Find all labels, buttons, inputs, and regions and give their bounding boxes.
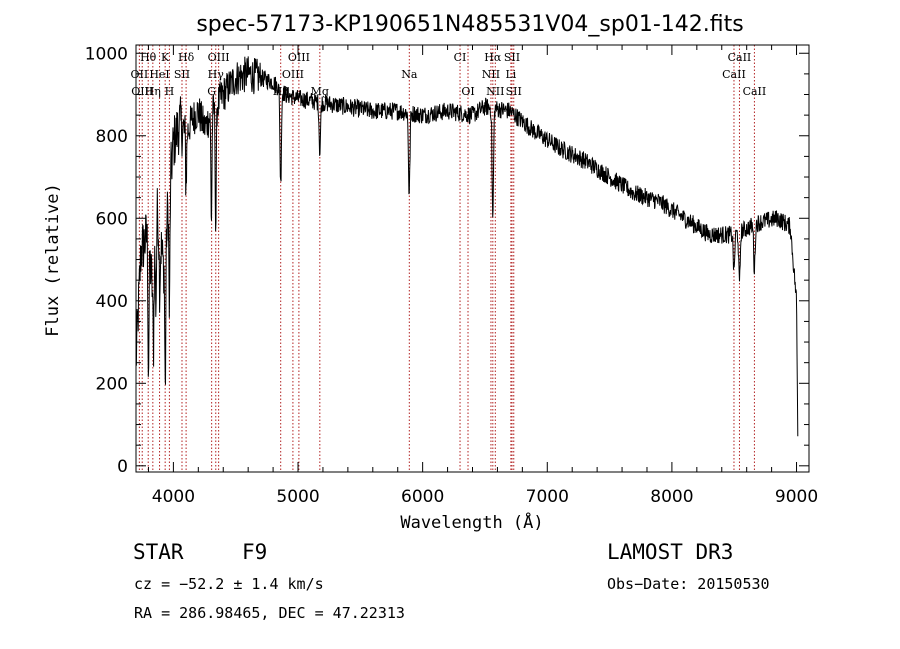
line-label-26: SII bbox=[506, 85, 522, 98]
line-label-14: Na bbox=[401, 68, 418, 81]
y-tick-label-200: 200 bbox=[96, 374, 128, 394]
line-label-20: H bbox=[165, 85, 175, 98]
x-tick-label-9000: 9000 bbox=[775, 487, 818, 507]
line-label-0: Hθ bbox=[140, 51, 157, 64]
line-label-27: CaII bbox=[743, 85, 767, 98]
line-label-8: CaII bbox=[728, 51, 752, 64]
line-label-19: Hη bbox=[145, 85, 161, 98]
x-tick-label-7000: 7000 bbox=[526, 487, 569, 507]
y-axis-label: Flux (relative) bbox=[43, 183, 63, 337]
line-label-25: NII bbox=[486, 85, 504, 98]
line-label-11: SII bbox=[174, 68, 190, 81]
line-label-24: OI bbox=[461, 85, 474, 98]
y-tick-label-1000: 1000 bbox=[85, 44, 128, 64]
spectrum-series-line bbox=[135, 56, 799, 437]
sky-coordinates: RA = 286.98465, DEC = 47.22313 bbox=[134, 604, 405, 622]
x-tick-label-8000: 8000 bbox=[650, 487, 693, 507]
line-label-21: G bbox=[207, 85, 216, 98]
line-label-17: CaII bbox=[722, 68, 746, 81]
line-label-13: OIII bbox=[282, 68, 304, 81]
line-label-9: OII bbox=[131, 68, 149, 81]
line-label-23: Mg bbox=[311, 85, 329, 98]
y-tick-label-800: 800 bbox=[96, 127, 128, 147]
x-tick-label-4000: 4000 bbox=[152, 487, 195, 507]
x-tick-label-5000: 5000 bbox=[276, 487, 319, 507]
survey-name: LAMOST DR3 bbox=[607, 540, 734, 564]
y-axis: 0 200 400 600 800 1000 bbox=[85, 44, 809, 477]
series-layer bbox=[135, 56, 799, 437]
line-label-16: Li bbox=[505, 68, 516, 81]
object-class: STAR bbox=[133, 540, 184, 564]
redshift-velocity: cz = −52.2 ± 1.4 km/s bbox=[134, 575, 324, 593]
line-label-2: Hδ bbox=[178, 51, 195, 64]
y-tick-label-0: 0 bbox=[117, 457, 128, 477]
line-label-4: OIII bbox=[288, 51, 310, 64]
line-label-10: HeI bbox=[149, 68, 169, 81]
line-label-3: OIII bbox=[208, 51, 230, 64]
line-label-1: K bbox=[161, 51, 170, 64]
y-tick-label-600: 600 bbox=[96, 209, 128, 229]
line-label-15: NII bbox=[482, 68, 500, 81]
line-label-22: Hβ bbox=[273, 85, 289, 98]
line-label-12: Hγ bbox=[208, 68, 225, 81]
line-label-7: SII bbox=[504, 51, 520, 64]
x-axis: 4000 5000 6000 7000 8000 9000 bbox=[147, 45, 818, 507]
line-label-18: OIII bbox=[131, 85, 153, 98]
line-label-6: Hα bbox=[484, 51, 502, 64]
observation-date: Obs−Date: 20150530 bbox=[607, 575, 770, 593]
y-tick-label-400: 400 bbox=[96, 292, 128, 312]
x-axis-label: Wavelength (Å) bbox=[400, 511, 543, 533]
object-subclass: F9 bbox=[242, 540, 268, 564]
line-label-5: CI bbox=[454, 51, 467, 64]
x-tick-label-6000: 6000 bbox=[401, 487, 444, 507]
chart-title: spec-57173-KP190651N485531V04_sp01-142.f… bbox=[196, 12, 743, 37]
